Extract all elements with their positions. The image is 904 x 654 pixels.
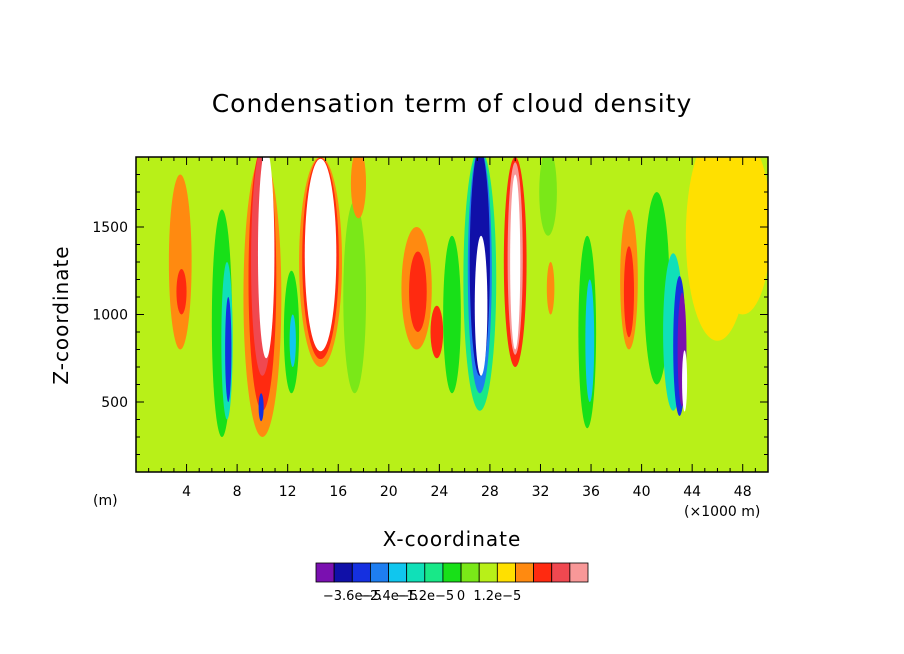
colorbar-swatch	[460, 562, 480, 583]
x-axis-ticks: 4 8 12 16 20 24 28 32 36 40 44 48	[148, 157, 756, 500]
contour-region-34	[644, 192, 670, 385]
x-tick-label: 8	[233, 484, 242, 500]
x-unit-right: (×1000 m)	[684, 504, 760, 520]
colorbar-label: 0	[457, 589, 465, 604]
x-unit-left: (m)	[93, 493, 118, 509]
contour-region-8	[257, 157, 275, 359]
x-tick-label: 44	[683, 484, 701, 500]
contour-region-28	[539, 157, 557, 236]
colorbar: −3.6e−5−2.4e−5−1.2e−5 0 1.2e−5	[315, 562, 589, 604]
colorbar-swatch	[515, 562, 535, 583]
contour-region-4	[225, 297, 232, 402]
y-tick-label: 500	[101, 395, 128, 411]
contour-region-29	[546, 262, 555, 315]
x-tick-label: 36	[582, 484, 600, 500]
colorbar-swatch	[496, 562, 516, 583]
colorbar-swatch	[551, 562, 571, 583]
colorbar-swatch	[478, 562, 498, 583]
colorbar-swatch	[442, 562, 462, 583]
contour-region-19	[430, 305, 444, 359]
y-axis-label: Z-coordinate	[49, 245, 73, 384]
contour-region-24	[474, 235, 488, 376]
contour-region-27	[510, 174, 521, 350]
contour-region-40	[714, 157, 768, 315]
colorbar-label: 1.2e−5	[473, 589, 521, 604]
contour-region-1	[176, 269, 187, 315]
x-tick-label: 4	[182, 484, 191, 500]
colorbar-swatch	[533, 562, 553, 583]
colorbar-swatch	[406, 562, 426, 583]
colorbar-label: −3.6e−5	[323, 589, 382, 604]
x-tick-label: 12	[279, 484, 297, 500]
y-axis-ticks: 500 1000 1500	[92, 174, 768, 455]
x-tick-label: 32	[532, 484, 550, 500]
colorbar-swatch	[315, 562, 335, 583]
colorbar-swatch	[369, 562, 389, 583]
colorbar-swatch	[351, 562, 371, 583]
colorbar-swatch	[333, 562, 353, 583]
x-tick-label: 20	[380, 484, 398, 500]
contour-region-15	[343, 200, 367, 394]
contour-region-31	[585, 279, 595, 402]
contour-region-18	[409, 251, 427, 332]
contour-region-0	[168, 174, 192, 350]
contour-region-20	[443, 235, 461, 394]
colorbar-label: −1.2e−5	[395, 589, 454, 604]
x-tick-label: 48	[734, 484, 752, 500]
x-tick-label: 24	[430, 484, 448, 500]
colorbar-swatch	[388, 562, 408, 583]
x-tick-label: 40	[633, 484, 651, 500]
contour-region-33	[623, 246, 635, 338]
contour-region-14	[304, 158, 337, 352]
colorbar-swatch	[569, 562, 589, 583]
contour-region-38	[682, 350, 688, 412]
y-tick-label: 1500	[92, 220, 128, 236]
contour-region-9	[258, 393, 264, 422]
colorbar-label: −2.4e−5	[359, 589, 418, 604]
x-axis-label: X-coordinate	[383, 527, 522, 551]
contour-field	[136, 157, 768, 472]
x-tick-label: 28	[481, 484, 499, 500]
contour-region-16	[350, 157, 367, 219]
colorbar-swatch	[424, 562, 444, 583]
contour-region-11	[289, 314, 296, 367]
chart-title: Condensation term of cloud density	[212, 89, 693, 118]
x-tick-label: 16	[329, 484, 347, 500]
y-tick-label: 1000	[92, 308, 128, 324]
